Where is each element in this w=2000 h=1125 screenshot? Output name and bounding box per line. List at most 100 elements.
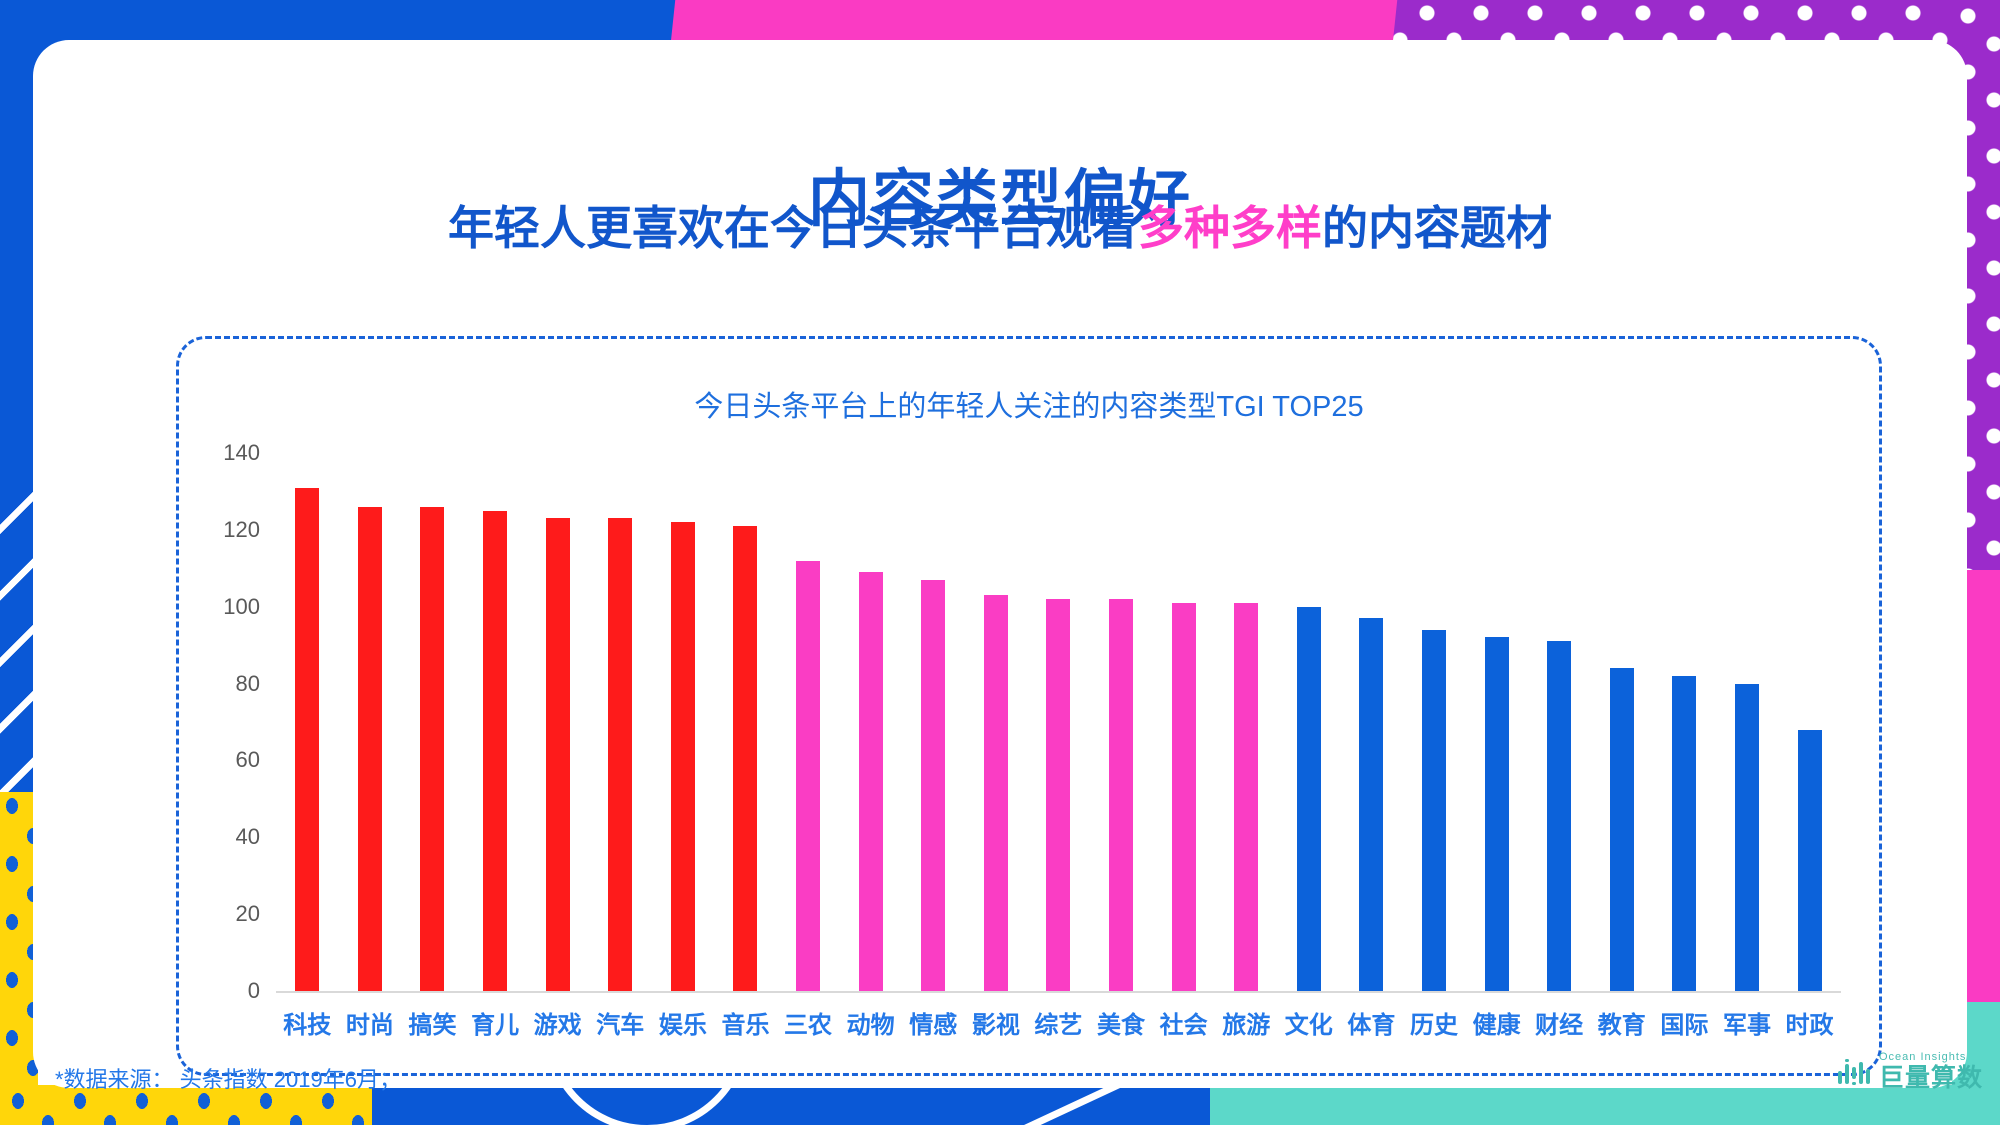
chart-panel: 今日头条平台上的年轻人关注的内容类型TGI TOP25 0 20 40 60 80 100… [176,336,1882,1076]
bar-国际 [1672,675,1697,991]
category-label: 体育 [1347,1012,1396,1039]
bar-column [1340,453,1403,991]
bar-综艺 [1046,599,1071,991]
bar-column [1278,453,1341,991]
category-label: 音乐 [721,1012,770,1039]
chart-title: 今日头条平台上的年轻人关注的内容类型TGI TOP25 [694,391,1364,423]
bar-column [839,453,902,991]
bar-column [1465,453,1528,991]
bar-column [464,453,527,991]
category-label: 游戏 [533,1012,582,1039]
bar-财经 [1547,641,1572,991]
bar-健康 [1484,637,1509,991]
category-label: 时尚 [345,1012,394,1039]
page-title: 内容类型偏好 [807,164,1192,234]
bar-column [339,453,402,991]
x-axis-labels: 科技 时尚 搞笑 育儿 游戏 汽车 娱乐 音乐 三农 动物 情感 影视 综艺 美食 社会 旅游 文化 体育 历史 健康… [276,1005,1841,1040]
bar-column [1653,453,1716,991]
y-tick-label: 100 [223,593,260,619]
bar-column [1590,453,1653,991]
category-label: 美食 [1097,1012,1146,1039]
category-label: 文化 [1284,1012,1333,1039]
y-tick-label: 0 [247,978,260,1003]
bar-体育 [1359,618,1384,991]
bg-bottom-blue-band [372,1085,1217,1125]
y-tick-label: 40 [235,824,260,850]
category-label: 历史 [1409,1012,1458,1039]
category-label: 旅游 [1222,1012,1271,1039]
bg-bottom-teal-band [1210,1085,2000,1125]
bar-时尚 [357,506,382,991]
bar-动物 [858,572,883,991]
bg-left-yellow-dots [0,792,38,1125]
bar-影视 [983,595,1008,991]
bg-left-white-stripes [0,468,38,798]
bar-column [714,453,777,991]
category-label: 社会 [1159,1012,1208,1039]
category-label: 综艺 [1034,1012,1083,1039]
bars-row [276,453,1841,991]
bar-文化 [1296,606,1321,991]
bar-军事 [1734,683,1759,991]
category-label: 时政 [1785,1012,1834,1039]
bar-column [1528,453,1591,991]
category-label: 健康 [1472,1012,1521,1039]
bar-column [652,453,715,991]
bar-情感 [921,579,946,991]
category-label: 搞笑 [408,1012,457,1039]
bar-column [1027,453,1090,991]
category-label: 教育 [1597,1012,1646,1039]
bar-column [1090,453,1153,991]
bar-column [1215,453,1278,991]
category-label: 军事 [1722,1012,1771,1039]
data-source-note: *数据来源： 头条指数 2019年6月； [55,1067,401,1092]
bg-bottom-yellow-dots [0,1085,392,1125]
subtitle-highlight: 多种多样 [1138,202,1322,254]
bar-时政 [1797,729,1822,991]
category-label: 情感 [909,1012,958,1039]
bar-三农 [796,560,821,991]
y-tick-label: 80 [235,670,260,696]
bar-column [276,453,339,991]
subtitle-text-post: 的内容题材 [1322,202,1552,254]
bar-column [526,453,589,991]
bar-教育 [1609,668,1634,991]
bar-column [401,453,464,991]
category-label: 育儿 [471,1012,520,1039]
bar-旅游 [1234,602,1259,991]
bar-历史 [1421,629,1446,991]
equalizer-bars-icon [1838,1059,1870,1085]
bar-column [589,453,652,991]
bar-育儿 [483,510,508,991]
category-label: 汽车 [596,1012,645,1039]
category-label: 财经 [1535,1012,1584,1039]
category-label: 影视 [971,1012,1020,1039]
logo-brand-cn: 巨量算数 [1879,1064,1984,1092]
category-label: 三农 [784,1012,833,1039]
logo-texts: Ocean Insights 巨量算数 [1879,1052,1983,1091]
category-label: 动物 [846,1012,895,1039]
content-card: 内容类型偏好 年轻人更喜欢在今日头条平台观看多种多样的内容题材 今日头条平台上的… [33,40,1967,1088]
bar-社会 [1171,602,1196,991]
bar-汽车 [608,518,633,991]
subtitle-text-pre: 年轻人更喜欢在今日头条平台观看 [448,202,1138,254]
bar-搞笑 [420,506,445,991]
category-label: 国际 [1660,1012,1709,1039]
y-tick-label: 140 [223,440,260,465]
category-label: 娱乐 [658,1012,707,1039]
bar-column [965,453,1028,991]
category-label: 科技 [283,1012,332,1039]
bar-column [1778,453,1841,991]
y-axis: 0 20 40 60 80 100 120 140 [190,442,260,1002]
bar-美食 [1109,599,1134,991]
brand-logo: Ocean Insights 巨量算数 [1836,1052,1983,1091]
bar-column [777,453,840,991]
plot-area: 0 20 40 60 80 100 120 140 [223,442,1841,1002]
bar-娱乐 [670,522,695,991]
y-tick-label: 120 [223,516,260,542]
bar-游戏 [545,518,570,991]
bar-column [1403,453,1466,991]
y-tick-label: 60 [235,747,260,773]
bar-column [1152,453,1215,991]
